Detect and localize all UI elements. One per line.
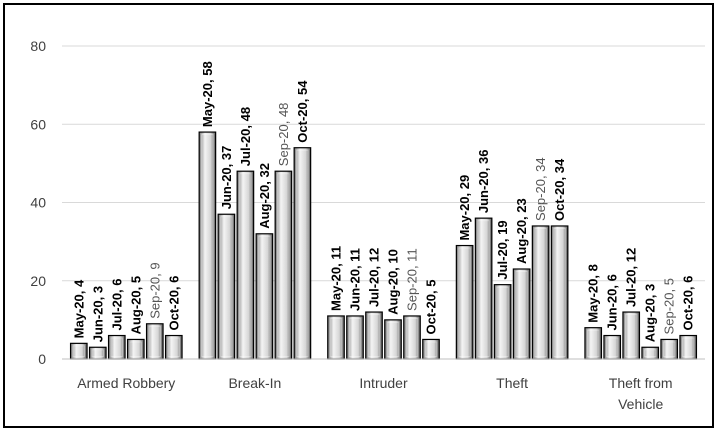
data-label: Aug-20, 10	[386, 249, 401, 315]
bar-bevel	[329, 317, 343, 357]
bar-bevel	[458, 247, 471, 358]
data-label: Oct-20, 34	[552, 158, 567, 221]
category-label: Theft	[496, 375, 528, 391]
data-label: Jul-20, 12	[367, 248, 382, 307]
data-label: Aug-20, 5	[128, 276, 143, 335]
bar-bevel	[220, 216, 233, 357]
bar-bevel	[72, 345, 86, 358]
bar-bevel	[148, 325, 162, 358]
bar-bevel	[496, 286, 509, 358]
bar-bevel	[110, 337, 124, 357]
bar-bevel	[605, 337, 619, 357]
y-tick-label: 20	[30, 273, 46, 289]
data-label: Oct-20, 5	[424, 280, 439, 335]
data-label: May-20, 4	[71, 279, 86, 338]
data-label: Jul-20, 6	[109, 278, 124, 330]
data-label: Oct-20, 54	[295, 80, 310, 143]
bar-bevel	[624, 314, 638, 357]
data-label: Sep-20, 34	[533, 157, 548, 221]
x-axis: Armed Robbery Break-In Intruder Theft Theft …	[62, 358, 705, 412]
data-label: Jun-20, 3	[90, 286, 105, 342]
bar-bevel	[348, 317, 362, 357]
bar-bevel	[662, 341, 676, 357]
bar-bevel	[386, 321, 400, 357]
data-label: Jun-20, 6	[605, 274, 620, 330]
bar-bevel	[129, 341, 143, 357]
data-label: Aug-20, 3	[643, 284, 658, 343]
bars	[69, 131, 698, 360]
data-label: Jun-20, 36	[476, 150, 491, 214]
y-tick-label: 80	[30, 38, 46, 54]
y-tick-label: 60	[30, 116, 46, 132]
data-label: Jul-20, 19	[495, 220, 510, 279]
data-label: May-20, 58	[200, 61, 215, 127]
data-label: Jul-20, 48	[238, 107, 253, 166]
bar-bevel	[515, 271, 528, 358]
bar-bevel	[586, 329, 600, 358]
data-label: Sep-20, 5	[662, 278, 677, 334]
data-label: Sep-20, 9	[147, 262, 162, 318]
bar-bevel	[91, 349, 105, 358]
bar-bevel	[477, 220, 490, 357]
data-label: Sep-20, 11	[405, 248, 420, 311]
data-label: May-20, 29	[457, 175, 472, 241]
data-label: May-20, 11	[329, 246, 344, 311]
bar-bevel	[367, 314, 381, 357]
data-label: Oct-20, 6	[681, 276, 696, 331]
category-label: Armed Robbery	[77, 375, 175, 391]
bar-bevel	[167, 337, 181, 357]
category-label: Theft from	[609, 375, 673, 391]
data-labels: May-20, 4 Jun-20, 3 Jul-20, 6 Aug-20, 5 Sep-…	[71, 61, 695, 342]
bar-bevel	[424, 341, 438, 357]
data-label: Jun-20, 11	[348, 248, 363, 311]
data-label: Sep-20, 48	[276, 103, 291, 167]
y-axis: 0 20 40 60 80	[30, 38, 46, 367]
category-label: Break-In	[228, 375, 281, 391]
y-tick-label: 0	[38, 351, 46, 367]
bar-bevel	[296, 149, 309, 357]
bar-bevel	[681, 337, 695, 357]
bar-bevel	[201, 134, 214, 357]
bar-bevel	[277, 173, 290, 357]
bar-bevel	[239, 173, 252, 357]
data-label: May-20, 8	[586, 264, 601, 323]
y-tick-label: 40	[30, 195, 46, 211]
data-label: Jul-20, 12	[624, 248, 639, 307]
bar-bevel	[643, 349, 657, 358]
bar-bevel	[534, 227, 547, 357]
bar-bevel	[258, 235, 271, 357]
category-label: Vehicle	[618, 396, 663, 412]
data-label: Aug-20, 32	[257, 163, 272, 229]
category-label: Intruder	[359, 375, 408, 391]
data-label: Aug-20, 23	[514, 198, 529, 264]
bar-bevel	[405, 317, 419, 357]
bar-bevel	[553, 227, 566, 357]
data-label: Oct-20, 6	[166, 276, 181, 331]
data-label: Jun-20, 37	[219, 146, 234, 210]
